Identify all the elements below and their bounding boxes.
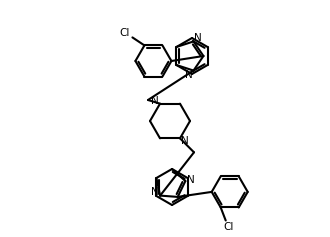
Text: N: N — [185, 70, 192, 80]
Text: N: N — [186, 175, 194, 185]
Text: N: N — [151, 96, 159, 106]
Text: Cl: Cl — [223, 223, 234, 232]
Text: Cl: Cl — [119, 28, 130, 38]
Text: N: N — [194, 33, 201, 43]
Text: N: N — [181, 136, 189, 146]
Text: N: N — [151, 187, 159, 197]
